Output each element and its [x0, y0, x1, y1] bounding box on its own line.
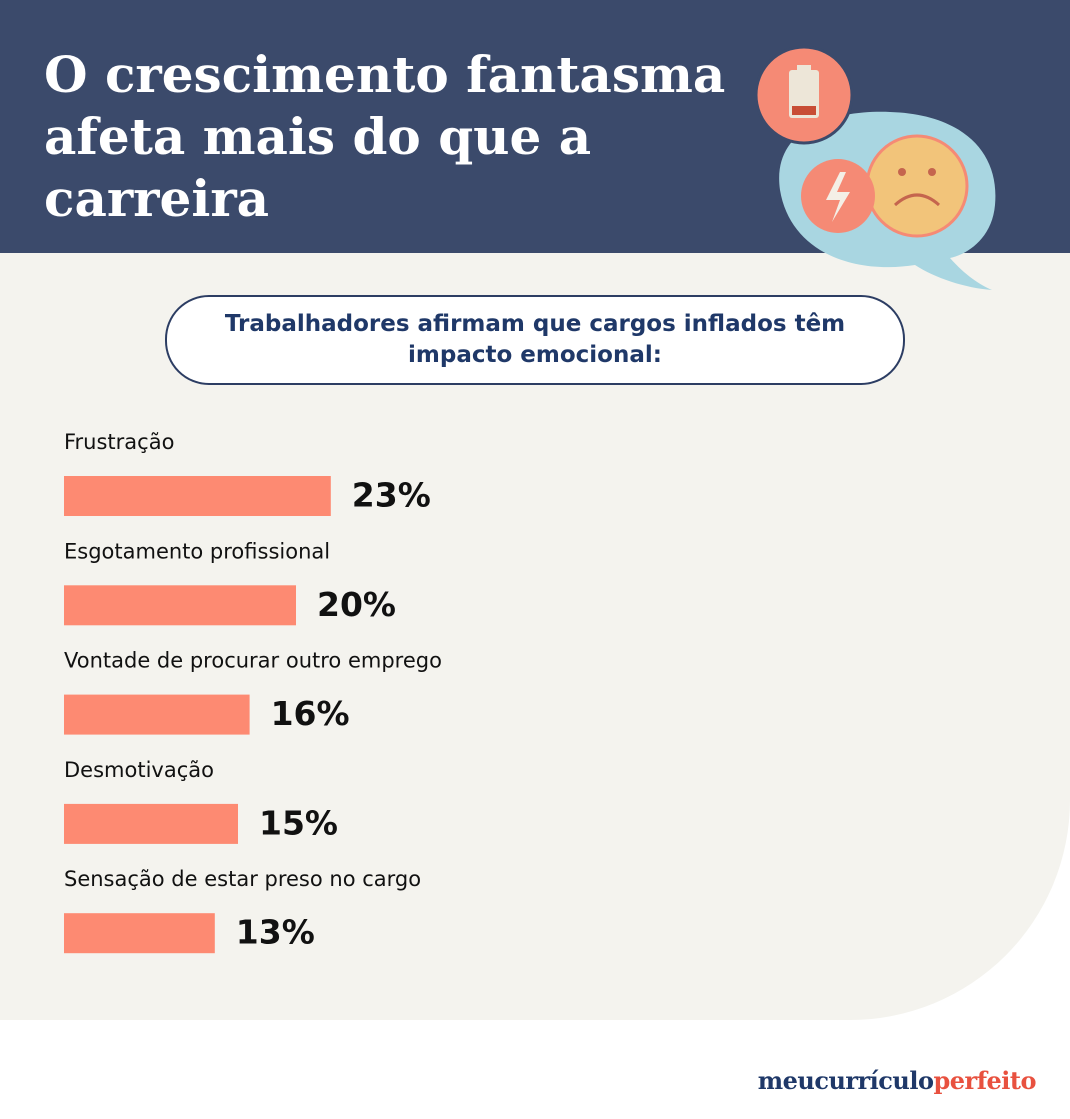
bar — [64, 476, 331, 516]
logo-first: meucurrículo — [757, 1066, 934, 1095]
subtitle: Trabalhadores afirmam que cargos inflado… — [224, 311, 846, 368]
bar — [64, 803, 238, 844]
mouth — [893, 193, 941, 207]
value-label: 16% — [271, 694, 350, 733]
value-label: 13% — [236, 913, 315, 952]
battery-cap — [797, 65, 811, 71]
logo-second: perfeito — [933, 1066, 1037, 1095]
eye — [898, 168, 906, 176]
chart-title: O crescimento fantasma afeta mais do que… — [44, 45, 726, 228]
category-label: Desmotivação — [64, 758, 214, 782]
category-label: Sensação de estar preso no cargo — [64, 867, 421, 891]
bar — [64, 585, 296, 626]
battery-level — [792, 106, 816, 115]
category-label: Esgotamento profissional — [64, 539, 330, 563]
bar — [64, 913, 215, 954]
category-label: Frustração — [64, 430, 174, 454]
lightning — [826, 172, 850, 222]
bar — [64, 694, 250, 735]
chart: Frustração 23% Esgotamento profissional 20%… — [64, 430, 442, 954]
value-label: 20% — [317, 585, 396, 624]
value-label: 15% — [259, 803, 338, 842]
subtitle-box: Trabalhadores afirmam que cargos inflado… — [165, 295, 905, 385]
logo: meucurrículoperfeito — [757, 1066, 1037, 1095]
value-label: 23% — [352, 476, 431, 515]
icons — [754, 45, 996, 290]
category-label: Vontade de procurar outro emprego — [64, 649, 442, 673]
eye — [928, 168, 936, 176]
